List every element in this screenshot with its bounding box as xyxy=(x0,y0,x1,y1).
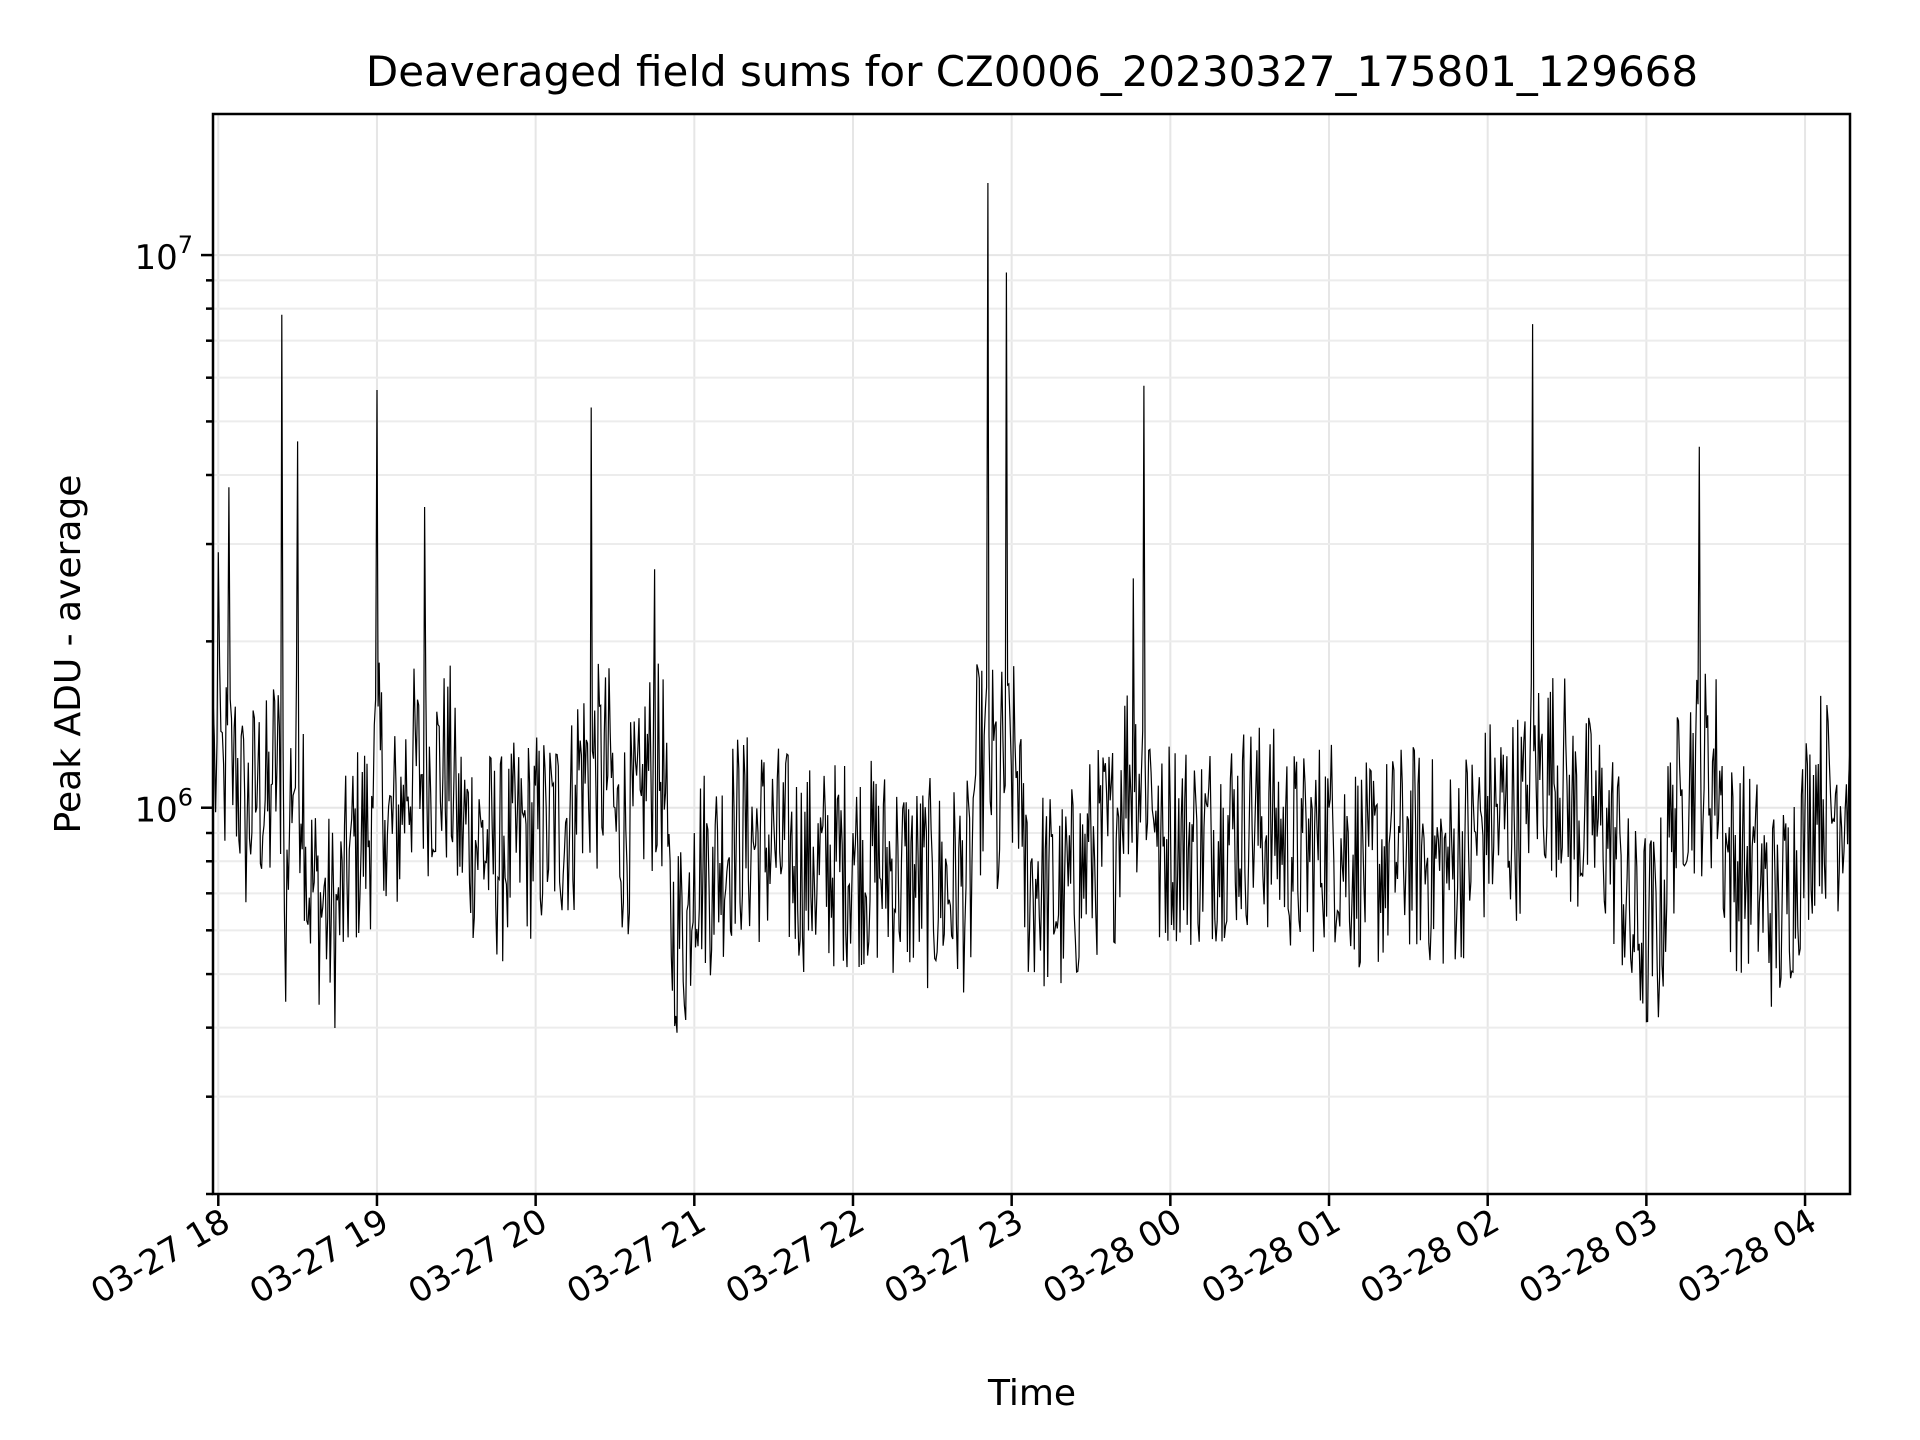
x-tick-label: 03-28 04 xyxy=(1671,1201,1823,1312)
x-axis: 03-27 18 03-27 19 03-27 20 03-27 21 03-27 22… xyxy=(84,1194,1824,1312)
series-line xyxy=(212,182,1851,1033)
grid xyxy=(213,114,1850,1195)
y-tick-label: 107 xyxy=(134,231,193,278)
x-tick-label: 03-27 19 xyxy=(243,1201,395,1312)
x-axis-label: Time xyxy=(987,1373,1076,1414)
y-axis-label: Peak ADU - average xyxy=(48,475,89,834)
x-tick-label: 03-27 23 xyxy=(878,1201,1030,1312)
x-tick-label: 03-27 18 xyxy=(84,1201,236,1312)
x-tick-label: 03-27 20 xyxy=(402,1201,554,1312)
x-tick-label: 03-28 01 xyxy=(1195,1201,1347,1312)
x-tick-label: 03-27 22 xyxy=(719,1201,871,1312)
y-tick-label: 106 xyxy=(134,784,193,831)
chart-title: Deaveraged field sums for CZ0006_2023032… xyxy=(366,47,1698,96)
x-tick-label: 03-28 00 xyxy=(1036,1201,1188,1312)
x-tick-label: 03-27 21 xyxy=(560,1201,712,1312)
x-tick-label: 03-28 03 xyxy=(1512,1201,1664,1312)
x-tick-label: 03-28 02 xyxy=(1354,1201,1506,1312)
plot-frame xyxy=(211,112,1852,1196)
y-axis: 106 107 xyxy=(134,231,213,1196)
